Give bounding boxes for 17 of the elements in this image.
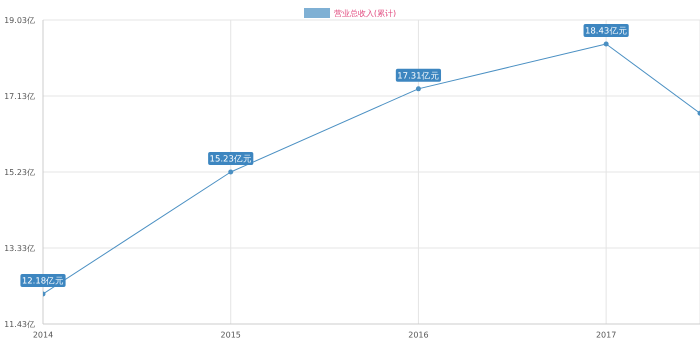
- x-tick-label: 2016: [408, 330, 429, 340]
- y-tick-label: 11.43亿: [4, 320, 35, 329]
- y-tick-label: 15.23亿: [4, 168, 35, 177]
- data-label: 15.23亿元: [210, 154, 252, 164]
- data-label: 18.43亿元: [584, 26, 628, 36]
- point: [416, 86, 421, 92]
- x-tick-label: 2017: [596, 330, 616, 340]
- y-tick-label: 13.33亿: [4, 244, 35, 253]
- x-tick-label: 2014: [32, 330, 54, 340]
- data-label: 17.31亿元: [397, 70, 440, 82]
- point: [604, 42, 609, 46]
- point: [228, 170, 234, 174]
- y-tick-label: 17.13亿: [4, 92, 35, 101]
- legend-label: 营业总收入(累计): [332, 8, 396, 20]
- x-tick-label: 2015: [220, 330, 241, 340]
- data-label: 12.18亿元: [22, 276, 64, 286]
- y-tick-label: 19.03亿: [4, 16, 35, 25]
